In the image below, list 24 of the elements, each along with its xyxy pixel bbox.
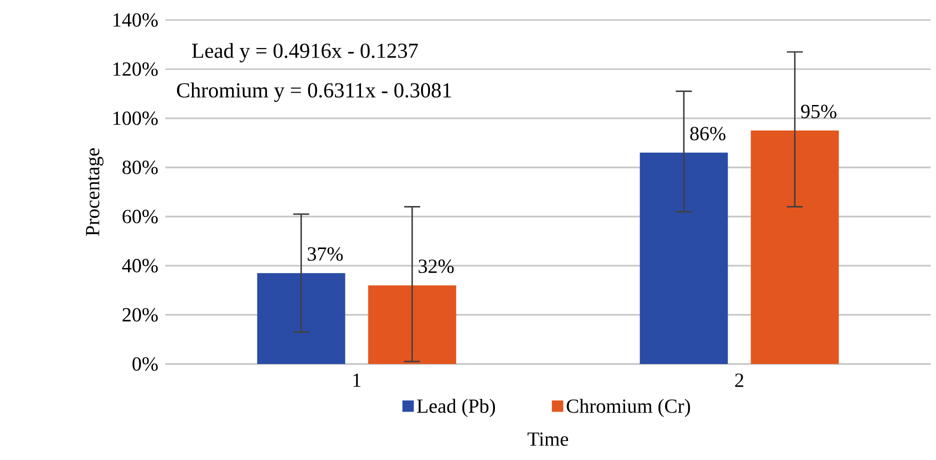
legend-label: Lead (Pb) bbox=[417, 398, 495, 417]
x-axis-title: Time bbox=[528, 432, 568, 446]
y-tick-label: 0% bbox=[132, 357, 158, 371]
x-tick-label: 1 bbox=[353, 374, 360, 387]
bar bbox=[750, 130, 839, 364]
y-tick-label: 100% bbox=[114, 112, 158, 126]
data-label: 32% bbox=[418, 260, 454, 274]
y-tick-label: 20% bbox=[122, 308, 158, 322]
y-axis-title: Procentage bbox=[86, 148, 104, 236]
y-tick-label: 40% bbox=[122, 258, 158, 272]
legend-label: Chromium (Cr) bbox=[566, 398, 690, 417]
bar bbox=[257, 273, 346, 364]
annotation: Chromium y = 0.6311x - 0.3081 bbox=[176, 82, 451, 102]
y-tick-label: 120% bbox=[114, 62, 158, 76]
data-label: 37% bbox=[308, 247, 343, 261]
y-tick-label: 80% bbox=[122, 160, 158, 174]
bar bbox=[368, 285, 456, 364]
x-tick-label: 2 bbox=[735, 374, 744, 387]
y-tick-label: 60% bbox=[122, 210, 158, 224]
data-label: 95% bbox=[801, 104, 836, 118]
y-tick-label: 140% bbox=[114, 13, 158, 27]
annotation: Lead y = 0.4916x - 0.1237 bbox=[192, 42, 418, 62]
data-label: 86% bbox=[690, 126, 726, 140]
bar bbox=[640, 152, 728, 364]
